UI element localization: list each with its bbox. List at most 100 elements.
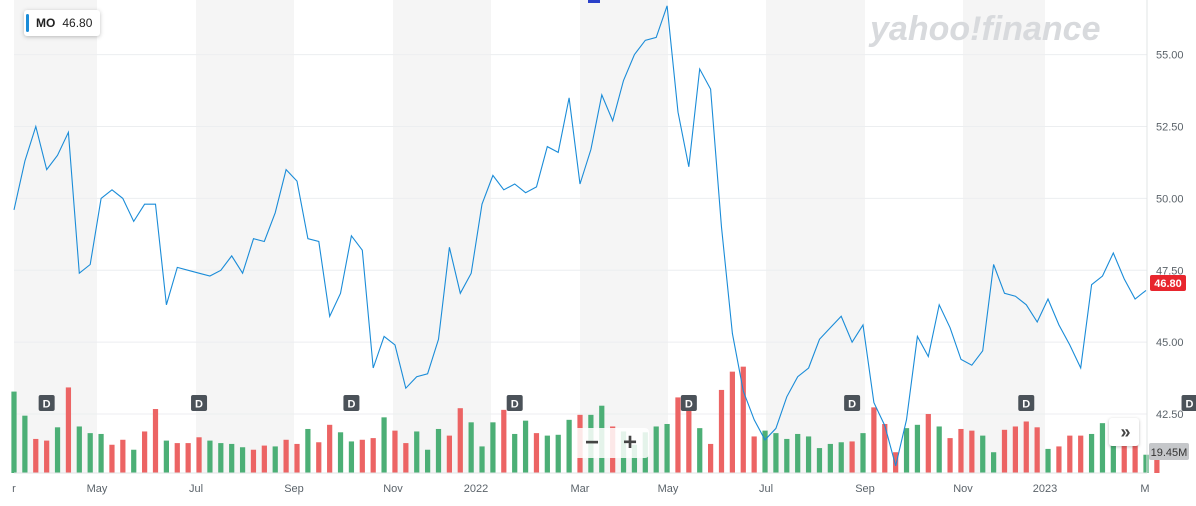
volume-bar xyxy=(664,423,670,473)
volume-bar xyxy=(871,407,877,473)
volume-bar xyxy=(903,428,910,473)
volume-bar xyxy=(544,435,550,473)
volume-bar xyxy=(708,443,714,473)
volume-bar xyxy=(838,442,844,473)
volume-bar xyxy=(1132,441,1138,473)
volume-bar xyxy=(729,371,735,473)
volume-bar xyxy=(1099,423,1106,473)
x-tick-label: Nov xyxy=(383,483,403,495)
volume-bar xyxy=(533,433,540,473)
volume-bar xyxy=(33,438,39,473)
volume-bar xyxy=(675,397,681,473)
volume-bar xyxy=(76,426,82,473)
x-tick-label: Jul xyxy=(189,483,203,495)
volume-bar xyxy=(631,444,638,473)
volume-bar xyxy=(795,433,801,473)
month-bands xyxy=(14,0,1045,473)
yahoo-finance-watermark: yahoo!finance xyxy=(868,10,1100,48)
volume-bar xyxy=(1110,443,1116,473)
volume-bar xyxy=(1056,446,1062,473)
volume-bar xyxy=(1078,435,1084,473)
x-tick-label: r xyxy=(12,483,16,495)
volume-bar xyxy=(501,409,507,473)
legend[interactable]: MO 46.80 xyxy=(24,10,101,36)
volume-bar xyxy=(196,437,202,473)
x-tick-label: Jul xyxy=(759,483,773,495)
volume-bar xyxy=(457,408,463,473)
dividend-marker-label: D xyxy=(511,399,519,411)
volume-bar xyxy=(65,387,72,473)
volume-bar xyxy=(435,428,442,473)
volume-bar xyxy=(283,439,289,473)
month-band xyxy=(963,0,1045,473)
dividend-marker[interactable]: D xyxy=(343,395,360,411)
volume-bar xyxy=(316,442,322,473)
volume-bar xyxy=(392,430,398,473)
price-gridlines xyxy=(14,54,1147,415)
volume-bar xyxy=(479,446,485,473)
volume-bar xyxy=(860,433,866,473)
volume-bar xyxy=(751,436,757,473)
volume-bar xyxy=(185,443,191,473)
volume-bar xyxy=(425,449,431,473)
volume-bar xyxy=(348,441,355,473)
volume-bar xyxy=(294,443,300,473)
volume-bar xyxy=(522,420,529,473)
volume-bar xyxy=(512,433,518,473)
month-band xyxy=(766,0,865,473)
volume-bar xyxy=(1012,426,1018,473)
volume-bar xyxy=(1088,433,1095,473)
dividend-marker-label: D xyxy=(43,399,51,411)
dividend-marker-label: D xyxy=(848,399,856,411)
volume-bar xyxy=(718,389,725,473)
month-band xyxy=(196,0,294,473)
volume-bar xyxy=(109,444,115,473)
volume-bar xyxy=(991,452,997,473)
legend-symbol: MO xyxy=(36,16,56,30)
volume-bar xyxy=(1067,435,1073,473)
volume-bar xyxy=(87,433,93,473)
volume-bar xyxy=(740,366,746,473)
zoom-out-button[interactable]: − xyxy=(584,429,599,456)
dividend-marker-label: D xyxy=(347,399,355,411)
x-tick-label: Sep xyxy=(284,483,304,495)
dividend-marker[interactable]: D xyxy=(38,395,55,411)
volume-bar xyxy=(1001,429,1008,473)
legend-value: 46.80 xyxy=(62,16,93,30)
zoom-in-button[interactable]: + xyxy=(622,429,637,456)
volume-bar xyxy=(327,424,333,473)
dividend-marker[interactable]: D xyxy=(191,395,208,411)
volume-bar xyxy=(893,452,899,473)
volume-bar xyxy=(947,438,953,473)
dividend-marker-label: D xyxy=(195,399,203,411)
volume-bar xyxy=(98,433,104,473)
dividend-marker[interactable]: D xyxy=(1181,395,1196,411)
y-tick-label: 50.00 xyxy=(1156,193,1184,205)
volume-bar xyxy=(163,440,169,473)
month-band xyxy=(14,0,97,473)
expand-button[interactable]: » xyxy=(1109,418,1139,446)
last-price-tag: 46.80 xyxy=(1150,275,1186,291)
volume-bar xyxy=(250,449,257,473)
x-tick-label: Nov xyxy=(953,483,973,495)
volume-bar xyxy=(925,414,931,473)
volume-bar xyxy=(555,434,561,473)
dividend-marker[interactable]: D xyxy=(506,395,523,411)
volume-bar xyxy=(359,439,365,473)
volume-bar xyxy=(152,409,159,473)
volume-bar xyxy=(653,426,659,473)
volume-bar xyxy=(142,431,148,473)
volume-bar xyxy=(131,449,137,473)
volume-bar xyxy=(218,443,224,473)
dividend-marker[interactable]: D xyxy=(844,395,861,411)
volume-bar xyxy=(969,430,975,473)
last-volume-label: 19.45M xyxy=(1151,447,1188,459)
volume-bar xyxy=(1143,454,1149,473)
dividend-marker[interactable]: D xyxy=(1018,395,1035,411)
price-line xyxy=(13,5,1147,466)
dividend-marker[interactable]: D xyxy=(680,395,697,411)
volume-bar xyxy=(229,443,235,473)
y-tick-label: 52.50 xyxy=(1156,122,1184,134)
